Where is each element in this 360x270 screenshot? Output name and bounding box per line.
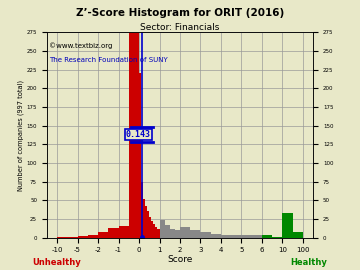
- Bar: [77, 236, 88, 238]
- Title: Sector: Financials: Sector: Financials: [140, 23, 220, 32]
- Bar: [262, 235, 272, 238]
- Text: Unhealthy: Unhealthy: [32, 258, 81, 267]
- Text: Z’-Score Histogram for ORIT (2016): Z’-Score Histogram for ORIT (2016): [76, 8, 284, 18]
- Bar: [153, 224, 156, 238]
- Bar: [201, 232, 211, 238]
- Bar: [170, 229, 175, 238]
- Bar: [147, 211, 149, 238]
- Bar: [118, 226, 129, 238]
- Bar: [159, 220, 165, 238]
- Bar: [151, 221, 153, 238]
- Bar: [139, 73, 141, 238]
- Text: 0.143: 0.143: [126, 130, 151, 139]
- Text: ©www.textbiz.org: ©www.textbiz.org: [49, 43, 113, 49]
- Bar: [180, 227, 190, 238]
- Bar: [141, 182, 143, 238]
- Bar: [156, 227, 157, 238]
- Bar: [231, 235, 242, 238]
- Bar: [98, 232, 108, 238]
- X-axis label: Score: Score: [167, 255, 193, 264]
- Bar: [145, 205, 147, 238]
- Bar: [143, 199, 145, 238]
- Bar: [242, 235, 262, 238]
- Text: The Research Foundation of SUNY: The Research Foundation of SUNY: [49, 57, 168, 63]
- Bar: [57, 237, 77, 238]
- Bar: [283, 213, 293, 238]
- Bar: [149, 217, 151, 238]
- Y-axis label: Number of companies (997 total): Number of companies (997 total): [17, 79, 24, 191]
- Bar: [108, 228, 118, 238]
- Bar: [88, 235, 98, 238]
- Bar: [293, 232, 303, 238]
- Bar: [190, 230, 201, 238]
- Bar: [175, 230, 180, 238]
- Bar: [157, 229, 159, 238]
- Bar: [211, 234, 221, 238]
- Bar: [129, 32, 139, 238]
- Bar: [221, 235, 231, 238]
- Bar: [272, 237, 283, 238]
- Bar: [165, 225, 170, 238]
- Text: Healthy: Healthy: [291, 258, 328, 267]
